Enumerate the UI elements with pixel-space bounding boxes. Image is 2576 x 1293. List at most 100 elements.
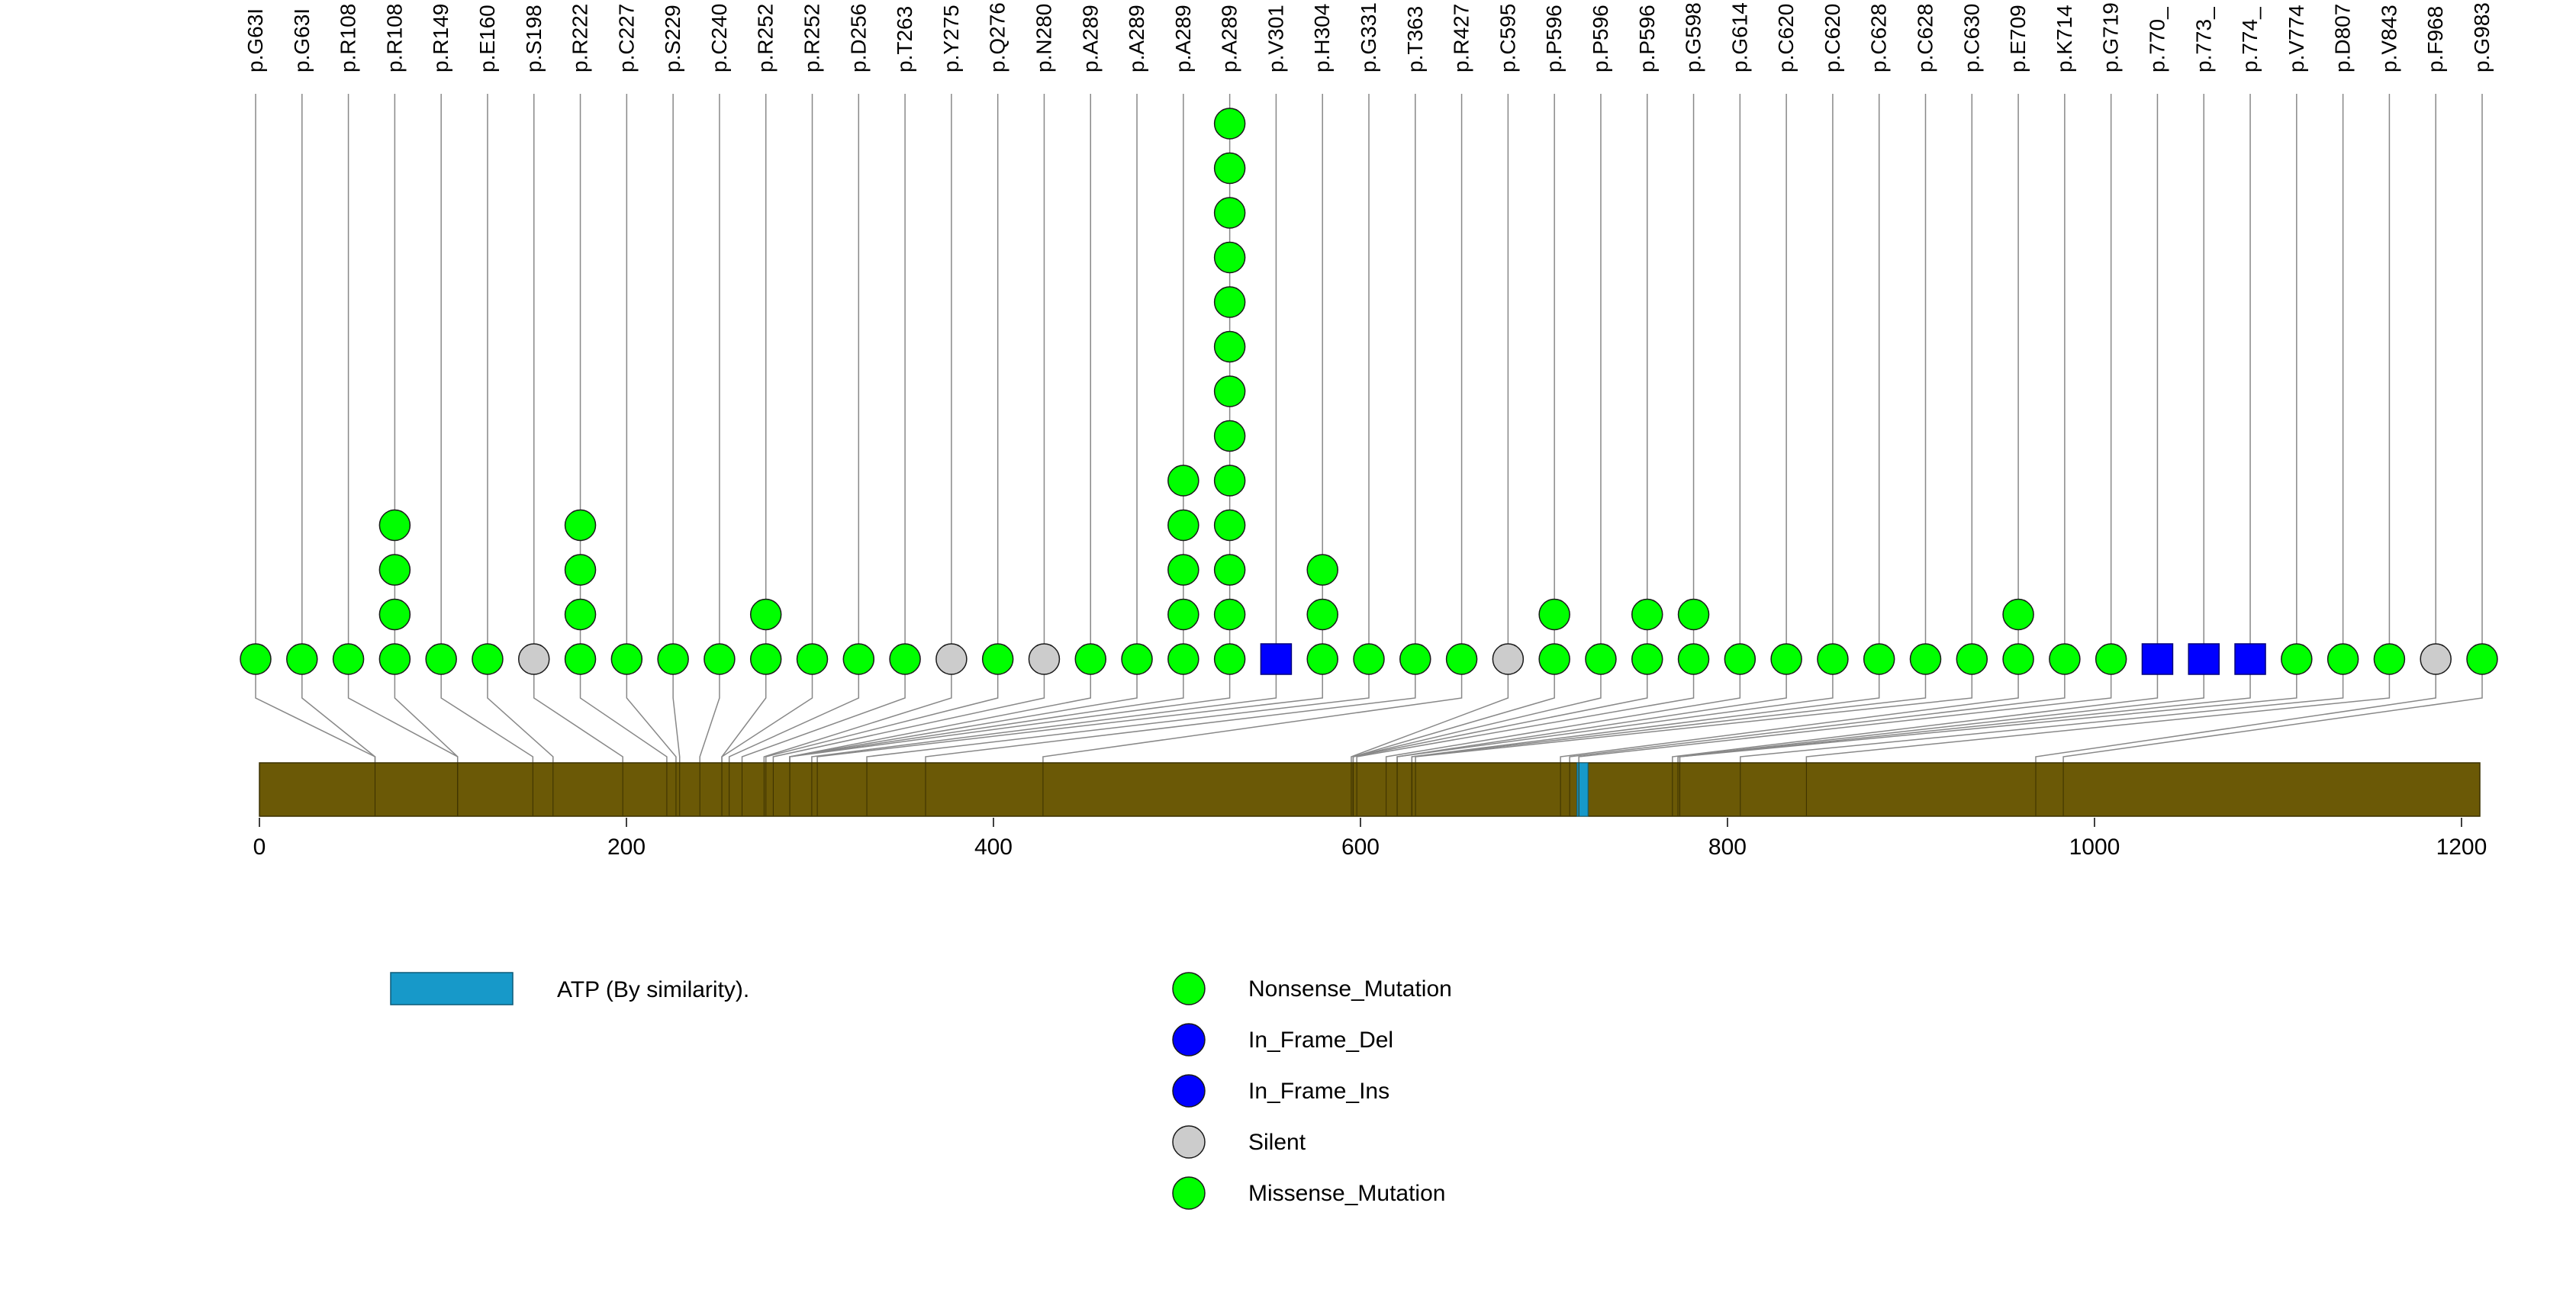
mutation-marker-circle bbox=[842, 643, 875, 675]
legend-marker bbox=[1172, 1074, 1206, 1108]
mutation-marker-circle bbox=[1306, 598, 1338, 631]
connector-line bbox=[1677, 659, 2204, 763]
mutation-marker-circle bbox=[1770, 643, 1802, 675]
mutation-marker-circle bbox=[1213, 465, 1246, 497]
connector-line bbox=[626, 659, 677, 763]
connector-line bbox=[579, 659, 668, 763]
mutation-marker-circle bbox=[1538, 598, 1570, 631]
mutation-label: p.P596 bbox=[1589, 5, 1612, 72]
mutation-marker-circle bbox=[1213, 330, 1246, 363]
connector-line bbox=[1411, 659, 1927, 763]
connector-line bbox=[1385, 659, 1741, 763]
mutation-marker-circle bbox=[1213, 554, 1246, 586]
mutation-marker-circle bbox=[1028, 643, 1061, 675]
protein-bar bbox=[259, 762, 2481, 817]
legend-marker bbox=[1172, 1023, 1206, 1057]
mutation-label: p.770_ bbox=[2145, 7, 2169, 72]
mutation-marker-circle bbox=[1724, 643, 1757, 675]
protein-layer bbox=[259, 762, 2481, 817]
mutation-marker-circle bbox=[1213, 375, 1246, 407]
mutation-marker-square bbox=[2234, 643, 2266, 675]
mutation-marker-circle bbox=[1817, 643, 1849, 675]
x-axis-tick-label: 800 bbox=[1708, 835, 1747, 860]
mutation-label: p.C620 bbox=[1821, 4, 1844, 72]
mutation-label: p.A289 bbox=[1171, 5, 1195, 72]
mutation-marker-circle bbox=[2002, 643, 2034, 675]
mutation-marker-circle bbox=[1213, 598, 1246, 631]
x-axis: 0 200 400 600 800 1000 1200 bbox=[253, 818, 2487, 860]
legend-marker bbox=[1172, 972, 1206, 1005]
mutation-marker-circle bbox=[1167, 643, 1199, 675]
mutation-marker-circle bbox=[796, 643, 829, 675]
mutation-marker-circle bbox=[518, 643, 550, 675]
mutation-label: p.C628 bbox=[1867, 4, 1891, 72]
mutation-marker-circle bbox=[1213, 643, 1246, 675]
mutation-label: p.G331 bbox=[1357, 2, 1380, 72]
mutation-label: p.R108 bbox=[336, 4, 360, 72]
mutation-label: p.S198 bbox=[522, 5, 546, 72]
mutation-marker-square bbox=[1260, 643, 1293, 675]
connector-line bbox=[1352, 659, 1555, 763]
mutation-marker-circle bbox=[1677, 598, 1710, 631]
connector-line bbox=[1396, 659, 1834, 763]
mutation-label: p.V301 bbox=[1264, 5, 1287, 72]
legend-domain-label: ATP (By similarity). bbox=[557, 977, 749, 1002]
mutation-label: p.R108 bbox=[382, 4, 406, 72]
mutation-label: p.V843 bbox=[2377, 5, 2401, 72]
mutation-marker-circle bbox=[564, 509, 597, 542]
mutation-label: p.774_ bbox=[2238, 7, 2262, 72]
marker-layer bbox=[240, 108, 2498, 675]
mutation-marker-square bbox=[2141, 643, 2174, 675]
connector-line bbox=[721, 659, 813, 763]
legend-mutation-label: In_Frame_Del bbox=[1248, 1028, 1393, 1053]
mutation-marker-circle bbox=[1167, 598, 1199, 631]
x-axis-tick-label: 1000 bbox=[2069, 835, 2120, 860]
connector-line bbox=[1578, 659, 2112, 763]
connector-line bbox=[789, 659, 1138, 763]
legend-mutation-label: Nonsense_Mutation bbox=[1248, 976, 1452, 1002]
mutation-marker-circle bbox=[704, 643, 736, 675]
mutation-marker-circle bbox=[378, 554, 411, 586]
mutation-label: p.C227 bbox=[614, 4, 638, 72]
x-axis-tick-label: 1200 bbox=[2436, 835, 2487, 860]
mutation-marker-circle bbox=[1445, 643, 1478, 675]
mutation-label: p.G983 bbox=[2470, 2, 2494, 72]
mutation-marker-circle bbox=[1213, 286, 1246, 318]
mutation-label: p.K714 bbox=[2053, 5, 2076, 72]
connector-line bbox=[1569, 659, 2066, 763]
connector-line bbox=[811, 659, 1277, 763]
mutation-marker-circle bbox=[1492, 643, 1525, 675]
legend: ATP (By similarity). Nonsense_Mutation In_… bbox=[390, 972, 1452, 1210]
legend-mutation-label: Missense_Mutation bbox=[1248, 1181, 1445, 1206]
x-axis-tick-label: 200 bbox=[607, 835, 646, 860]
x-axis-tick-label: 400 bbox=[974, 835, 1013, 860]
mutation-label: p.V774 bbox=[2285, 5, 2308, 72]
legend-marker bbox=[1172, 1176, 1206, 1210]
mutation-marker-circle bbox=[564, 643, 597, 675]
mutation-marker-circle bbox=[1213, 197, 1246, 229]
mutation-marker-circle bbox=[1306, 554, 1338, 586]
mutation-marker-circle bbox=[2281, 643, 2313, 675]
mutation-marker-circle bbox=[564, 554, 597, 586]
connector-line bbox=[1805, 659, 2391, 763]
mutation-label: p.C630 bbox=[1959, 4, 1983, 72]
mutation-label: p.R252 bbox=[754, 4, 778, 72]
mutation-label: p.R252 bbox=[800, 4, 824, 72]
connector-line bbox=[301, 659, 376, 763]
mutation-marker-square bbox=[2188, 643, 2220, 675]
mutation-marker-circle bbox=[2466, 643, 2498, 675]
mutation-label: p.S229 bbox=[661, 5, 684, 72]
mutation-marker-circle bbox=[749, 598, 782, 631]
connector-line bbox=[1396, 659, 1787, 763]
connector-line bbox=[699, 659, 720, 763]
mutation-marker-circle bbox=[1353, 643, 1385, 675]
x-axis-tick-label: 600 bbox=[1341, 835, 1380, 860]
mutation-label: p.G63I bbox=[243, 8, 267, 72]
mutation-label: p.P596 bbox=[1542, 5, 1566, 72]
mutation-marker-circle bbox=[657, 643, 689, 675]
mutation-label: p.A289 bbox=[1125, 5, 1148, 72]
mutation-marker-circle bbox=[1956, 643, 1988, 675]
connector-line bbox=[1356, 659, 1695, 763]
mutation-label: p.E160 bbox=[475, 5, 499, 72]
